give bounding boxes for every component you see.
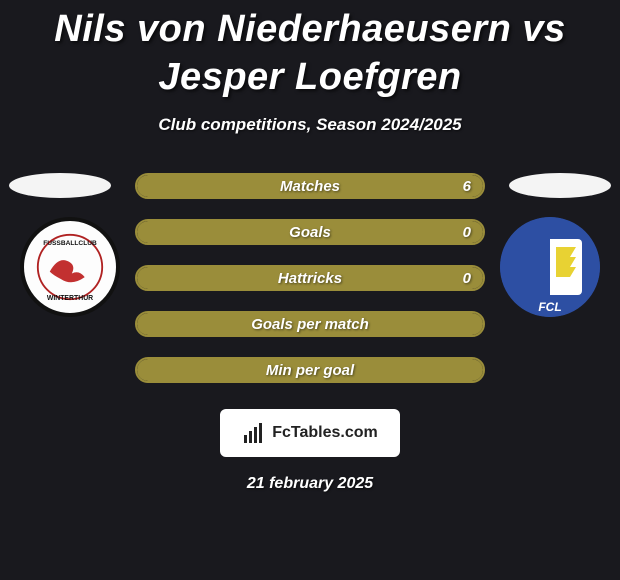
- fctables-logo-text: FcTables.com: [272, 424, 378, 442]
- stat-bar-matches: Matches 6: [135, 173, 485, 199]
- svg-text:FCL: FCL: [538, 300, 561, 314]
- right-player-oval: [509, 173, 611, 198]
- svg-text:FUSSBALLCLUB: FUSSBALLCLUB: [43, 240, 97, 247]
- comparison-arena: FUSSBALLCLUB WINTERTHUR FCL Matches 6 Go…: [0, 173, 620, 403]
- bar-label: Matches: [137, 175, 483, 197]
- svg-text:WINTERTHUR: WINTERTHUR: [47, 295, 93, 302]
- bar-value-right: 0: [463, 221, 471, 243]
- bar-value-right: 0: [463, 267, 471, 289]
- bar-label: Min per goal: [137, 359, 483, 381]
- bar-label: Hattricks: [137, 267, 483, 289]
- bar-label: Goals per match: [137, 313, 483, 335]
- bar-chart-icon: [242, 421, 266, 445]
- stat-bar-hattricks: Hattricks 0: [135, 265, 485, 291]
- left-player-oval: [9, 173, 111, 198]
- stat-bar-goals: Goals 0: [135, 219, 485, 245]
- left-club-badge: FUSSBALLCLUB WINTERTHUR: [20, 217, 120, 317]
- stat-bar-goals-per-match: Goals per match: [135, 311, 485, 337]
- stat-bar-min-per-goal: Min per goal: [135, 357, 485, 383]
- luzern-crest-icon: FCL: [500, 217, 600, 317]
- winterthur-crest-icon: FUSSBALLCLUB WINTERTHUR: [24, 221, 116, 313]
- right-club-badge: FCL: [500, 217, 600, 317]
- date-text: 21 february 2025: [0, 475, 620, 493]
- bar-label: Goals: [137, 221, 483, 243]
- bar-value-right: 6: [463, 175, 471, 197]
- fctables-logo[interactable]: FcTables.com: [220, 409, 400, 457]
- subtitle: Club competitions, Season 2024/2025: [0, 115, 620, 135]
- stat-bars: Matches 6 Goals 0 Hattricks 0 Goals per …: [135, 173, 485, 403]
- page-title: Nils von Niederhaeusern vs Jesper Loefgr…: [0, 0, 620, 101]
